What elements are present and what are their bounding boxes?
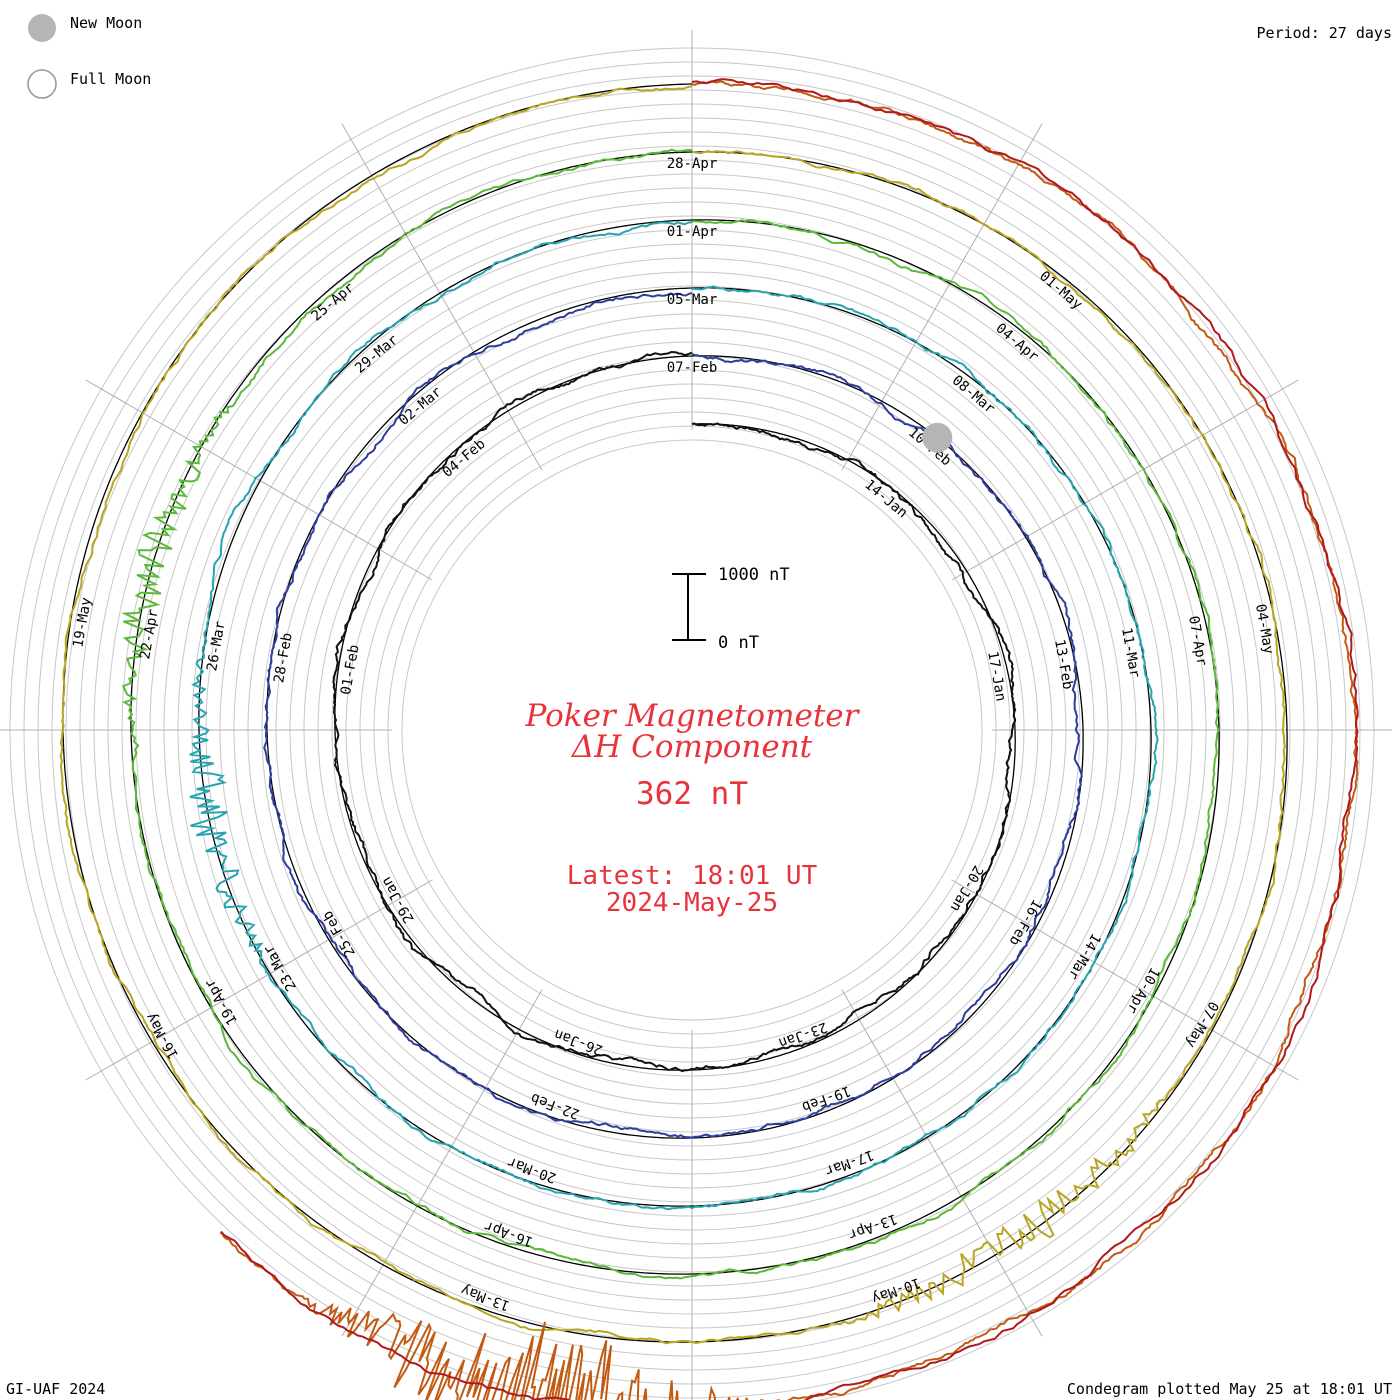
date-label: 22-Feb (529, 1089, 582, 1121)
scale-bar (672, 573, 706, 641)
scale-bottom-label: 0 nT (718, 633, 759, 653)
legend: New Moon Full Moon (27, 14, 151, 99)
date-label: 13-May (459, 1281, 512, 1313)
new-moon-icon (28, 14, 56, 42)
data-series (59, 78, 1359, 1400)
current-value: 362 nT (636, 776, 748, 812)
date-label: 17-Mar (823, 1146, 876, 1178)
period-label: Period: 27 days (1257, 24, 1392, 42)
date-label: 10-May (869, 1274, 922, 1306)
date-label: 19-Feb (800, 1082, 853, 1114)
grid-spoke (951, 379, 1299, 581)
chart-subtitle: ΔH Component (571, 729, 813, 765)
moon-markers (922, 422, 953, 453)
footer-plot-time: Condegram plotted May 25 at 18:01 UT (1067, 1380, 1392, 1398)
new-moon-marker (922, 422, 953, 453)
series-line-turn-4 (59, 85, 1286, 1345)
series-line-turn-0 (332, 351, 1017, 1073)
latest-date: 2024-May-25 (606, 888, 778, 918)
date-label: 20-Mar (506, 1153, 559, 1185)
series-line-turn-1 (263, 292, 1083, 1139)
grid-spokes (0, 30, 1392, 1400)
grid-spoke (841, 123, 1043, 471)
series-line-turn-2 (189, 221, 1159, 1211)
series-line-turn-3 (121, 148, 1220, 1280)
scale-top-label: 1000 nT (718, 565, 790, 585)
latest-time: Latest: 18:01 UT (567, 861, 818, 891)
date-label: 01-Apr (667, 224, 718, 240)
date-label: 17-Jan (984, 650, 1009, 703)
chart-title: Poker Magnetometer (525, 698, 861, 734)
grid-spoke (341, 989, 543, 1337)
new-moon-label: New Moon (70, 14, 142, 32)
full-moon-icon (27, 69, 57, 99)
date-label: 05-Mar (667, 292, 718, 308)
footer-credit: GI-UAF 2024 (6, 1380, 105, 1398)
grid-spoke (841, 989, 1043, 1337)
grid-ring (401, 439, 983, 1021)
full-moon-label: Full Moon (70, 70, 151, 88)
grid-spoke (85, 879, 433, 1081)
date-label: 28-Apr (667, 156, 718, 172)
date-label: 13-Apr (846, 1210, 899, 1242)
series-line-turn-6 (220, 78, 1359, 1400)
grid-spoke (951, 879, 1299, 1081)
date-label: 07-Feb (667, 360, 718, 376)
